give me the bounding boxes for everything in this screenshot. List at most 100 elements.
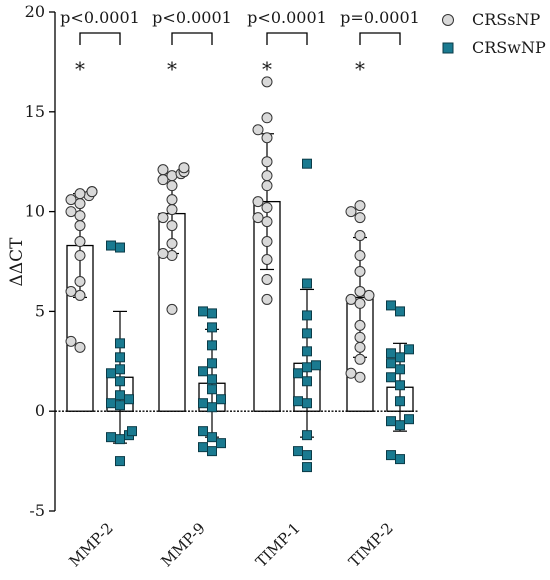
point-square <box>302 328 312 339</box>
point-circle <box>261 254 273 266</box>
significance-bracket <box>79 32 121 45</box>
point-circle <box>74 250 86 262</box>
x-tick-label: MMP-9 <box>157 519 208 570</box>
point-square <box>386 372 396 383</box>
point-circle <box>354 212 366 224</box>
point-square <box>386 300 396 311</box>
point-square <box>302 158 312 169</box>
point-circle <box>261 76 273 88</box>
legend-marker-square <box>442 42 454 54</box>
point-circle <box>74 220 86 232</box>
point-square <box>302 376 312 387</box>
point-square <box>395 420 405 431</box>
point-square <box>124 394 134 405</box>
point-circle <box>354 250 366 262</box>
point-square <box>293 446 303 457</box>
point-circle <box>166 194 178 206</box>
point-square <box>386 358 396 369</box>
point-circle <box>252 212 264 224</box>
point-circle <box>261 170 273 182</box>
point-circle <box>252 196 264 208</box>
x-tick-label: TIMP-2 <box>345 519 397 571</box>
significance-bracket <box>171 32 213 45</box>
point-circle <box>354 200 366 212</box>
point-circle <box>261 112 273 124</box>
significance-star: * <box>262 57 272 81</box>
point-square <box>293 368 303 379</box>
point-square <box>115 456 125 467</box>
x-tick-label: TIMP-1 <box>252 519 304 571</box>
x-tick-label: MMP-2 <box>65 519 116 570</box>
point-circle <box>261 273 273 285</box>
point-square <box>207 358 217 369</box>
point-square <box>198 306 208 317</box>
point-square <box>115 364 125 375</box>
significance-star: * <box>355 57 365 81</box>
point-circle <box>261 156 273 168</box>
point-square <box>115 376 125 387</box>
point-circle <box>354 341 366 353</box>
point-square <box>207 384 217 395</box>
point-circle <box>74 289 86 301</box>
point-square <box>395 396 405 407</box>
point-circle <box>345 293 357 305</box>
points-layer <box>65 76 414 473</box>
p-value-label: p<0.0001 <box>247 8 327 27</box>
point-circle <box>354 285 366 297</box>
point-square <box>293 396 303 407</box>
point-square <box>115 338 125 349</box>
point-circle <box>354 230 366 242</box>
point-square <box>115 434 125 445</box>
point-square <box>216 438 226 449</box>
point-circle <box>261 132 273 144</box>
y-tick-label: 20 <box>25 2 45 21</box>
point-square <box>302 398 312 409</box>
p-value-label: p<0.0001 <box>60 8 140 27</box>
point-circle <box>157 174 169 186</box>
point-circle <box>157 212 169 224</box>
point-square <box>302 430 312 441</box>
point-circle <box>354 297 366 309</box>
annotations-layer: p<0.0001 * p<0.0001 * p<0.0001 * p=0.0001 * <box>60 8 420 81</box>
point-square <box>207 322 217 333</box>
point-circle <box>157 248 169 260</box>
point-circle <box>74 198 86 210</box>
point-circle <box>65 194 77 206</box>
point-circle <box>166 220 178 232</box>
point-square <box>302 310 312 321</box>
point-square <box>207 340 217 351</box>
point-square <box>127 426 137 437</box>
point-square <box>207 432 217 443</box>
point-square <box>302 346 312 357</box>
point-circle <box>74 188 86 200</box>
point-circle <box>363 289 375 301</box>
y-tick-label: 0 <box>35 401 45 420</box>
point-square <box>302 362 312 373</box>
point-circle <box>178 162 190 174</box>
y-tick-label: 10 <box>25 202 45 221</box>
point-square <box>395 364 405 375</box>
point-circle <box>252 124 264 136</box>
point-circle <box>74 236 86 248</box>
point-square <box>207 446 217 457</box>
legend-label: CRSsNP <box>472 10 540 29</box>
point-circle <box>74 210 86 222</box>
point-circle <box>354 353 366 365</box>
point-square <box>216 394 226 405</box>
point-square <box>207 374 217 385</box>
point-circle <box>65 206 77 218</box>
y-axis-label: ΔΔCT <box>7 237 27 287</box>
point-circle <box>354 371 366 383</box>
point-square <box>106 240 116 251</box>
point-square <box>115 242 125 253</box>
y-tick-label: 5 <box>35 301 45 320</box>
point-circle <box>261 180 273 192</box>
point-square <box>395 380 405 391</box>
p-value-label: p=0.0001 <box>340 8 420 27</box>
p-value-label: p<0.0001 <box>152 8 232 27</box>
point-circle <box>65 285 77 297</box>
legend-marker-circle <box>442 14 454 26</box>
point-square <box>395 454 405 465</box>
point-circle <box>166 250 178 262</box>
